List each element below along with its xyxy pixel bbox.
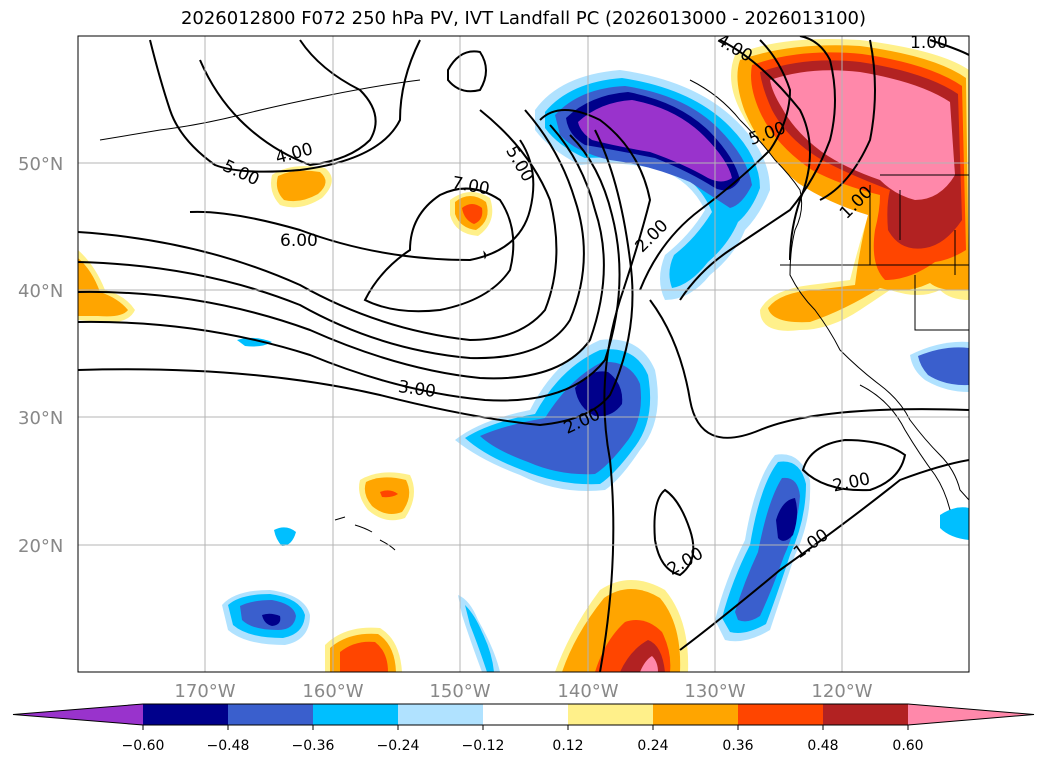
colorbar-segment bbox=[143, 704, 228, 725]
map-frame bbox=[77, 35, 970, 673]
coastline bbox=[99, 79, 969, 551]
colorbar-tick-label: −0.12 bbox=[462, 738, 505, 754]
colorbar-extend-max bbox=[908, 704, 1034, 725]
map-title: 2026012800 F072 250 hPa PV, IVT Landfall… bbox=[180, 8, 867, 29]
contour-label: 1.00 bbox=[910, 33, 948, 53]
lon-label-120w: 120°W bbox=[811, 681, 872, 702]
colorbar-tick-label: −0.36 bbox=[292, 738, 335, 754]
lat-label-40n: 40°N bbox=[18, 281, 63, 302]
graticule bbox=[78, 36, 969, 672]
colorbar-segment bbox=[398, 704, 483, 725]
longitude-labels: 170°W 160°W 150°W 140°W 130°W 120°W bbox=[174, 681, 872, 702]
colorbar-segment bbox=[823, 704, 908, 725]
lat-label-20n: 20°N bbox=[18, 536, 63, 557]
colorbar-tick-label: −0.48 bbox=[207, 738, 250, 754]
colorbar-tick-label: 0.60 bbox=[892, 738, 923, 754]
lon-label-150w: 150°W bbox=[429, 681, 490, 702]
contour-label: 6.00 bbox=[280, 231, 318, 251]
colorbar-segment bbox=[228, 704, 313, 725]
pv-anomaly-fill bbox=[78, 39, 969, 672]
lon-label-160w: 160°W bbox=[302, 681, 363, 702]
colorbar-tick-label: −0.24 bbox=[377, 738, 420, 754]
colorbar-tick-label: 0.24 bbox=[637, 738, 668, 754]
colorbar-segment bbox=[483, 704, 568, 725]
colorbar-extend-min bbox=[13, 704, 143, 725]
colorbar-tick-label: 0.36 bbox=[722, 738, 753, 754]
latitude-labels: 50°N 40°N 30°N 20°N bbox=[18, 154, 63, 557]
map-panel: 4.00 5.00 6.00 7.00 5.00 2.00 3.00 2.00 … bbox=[78, 33, 969, 672]
colorbar-segment bbox=[738, 704, 823, 725]
colorbar-segment bbox=[653, 704, 738, 725]
lon-label-170w: 170°W bbox=[174, 681, 235, 702]
pv-contours bbox=[78, 36, 969, 672]
colorbar-tick-label: 0.48 bbox=[807, 738, 838, 754]
lon-label-140w: 140°W bbox=[557, 681, 618, 702]
colorbar-segment bbox=[313, 704, 398, 725]
lat-label-50n: 50°N bbox=[18, 154, 63, 175]
lat-label-30n: 30°N bbox=[18, 408, 63, 429]
colorbar-tick-label: −0.60 bbox=[122, 738, 165, 754]
colorbar: −0.60 −0.48 −0.36 −0.24 −0.12 0.12 0.24 0.36 0.4… bbox=[12, 703, 1035, 754]
lon-label-130w: 130°W bbox=[684, 681, 745, 702]
colorbar-segment bbox=[568, 704, 653, 725]
colorbar-tick-label: 0.12 bbox=[552, 738, 583, 754]
